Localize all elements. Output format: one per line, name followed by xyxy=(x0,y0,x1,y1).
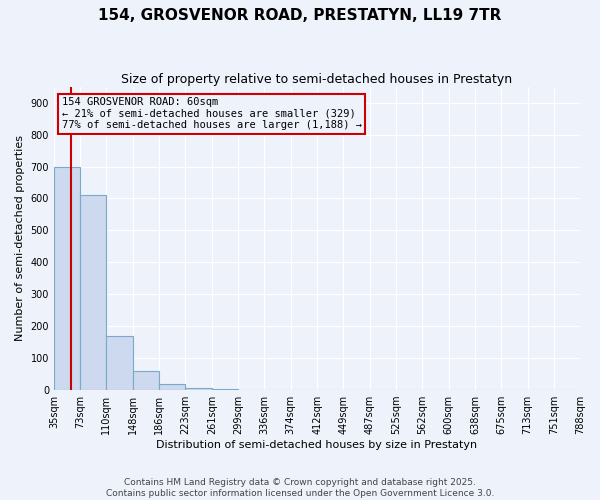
Bar xyxy=(106,336,133,390)
Bar xyxy=(54,166,80,390)
Y-axis label: Number of semi-detached properties: Number of semi-detached properties xyxy=(15,136,25,342)
Bar xyxy=(212,389,238,390)
Bar xyxy=(80,196,106,390)
Title: Size of property relative to semi-detached houses in Prestatyn: Size of property relative to semi-detach… xyxy=(121,72,512,86)
Text: 154 GROSVENOR ROAD: 60sqm
← 21% of semi-detached houses are smaller (329)
77% of: 154 GROSVENOR ROAD: 60sqm ← 21% of semi-… xyxy=(62,98,362,130)
Bar xyxy=(185,388,212,390)
Text: Contains HM Land Registry data © Crown copyright and database right 2025.
Contai: Contains HM Land Registry data © Crown c… xyxy=(106,478,494,498)
Text: 154, GROSVENOR ROAD, PRESTATYN, LL19 7TR: 154, GROSVENOR ROAD, PRESTATYN, LL19 7TR xyxy=(98,8,502,22)
Bar xyxy=(133,371,160,390)
Bar xyxy=(160,384,185,390)
X-axis label: Distribution of semi-detached houses by size in Prestatyn: Distribution of semi-detached houses by … xyxy=(157,440,478,450)
